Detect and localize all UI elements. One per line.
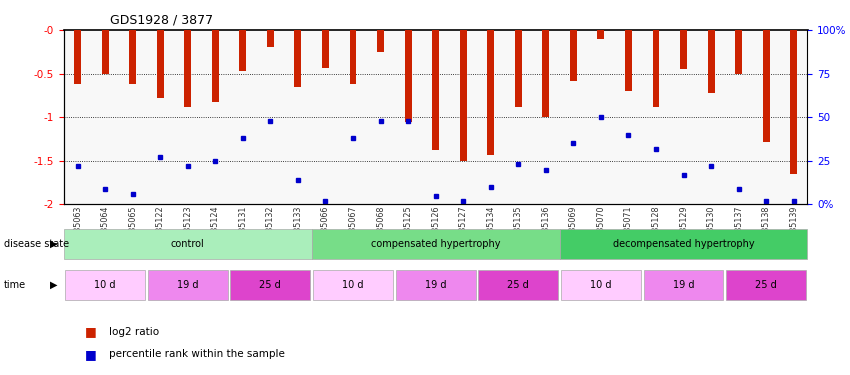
Bar	[762, 30, 769, 142]
Bar	[680, 30, 687, 69]
Bar	[102, 30, 109, 74]
Text: 19 d: 19 d	[177, 280, 198, 290]
Text: 25 d: 25 d	[756, 280, 777, 290]
Text: decompensated hypertrophy: decompensated hypertrophy	[613, 239, 754, 249]
Bar	[735, 30, 742, 74]
Bar	[267, 30, 274, 48]
Bar	[598, 30, 604, 39]
Bar	[708, 30, 715, 93]
Bar	[64, 228, 312, 259]
Text: 10 d: 10 d	[94, 280, 116, 290]
Bar	[570, 30, 577, 81]
Bar	[349, 30, 356, 84]
Bar	[653, 30, 660, 107]
Bar	[129, 30, 136, 84]
Bar	[65, 270, 145, 300]
Bar	[74, 30, 81, 84]
Text: time: time	[4, 280, 26, 290]
Bar	[542, 30, 549, 117]
Bar	[240, 30, 246, 71]
Text: ▶: ▶	[50, 280, 58, 290]
Text: 10 d: 10 d	[343, 280, 364, 290]
Bar	[184, 30, 191, 107]
Bar	[156, 30, 163, 98]
Text: compensated hypertrophy: compensated hypertrophy	[371, 239, 501, 249]
Text: disease state: disease state	[4, 239, 70, 249]
Bar	[230, 270, 310, 300]
Bar	[460, 30, 467, 161]
Bar	[643, 270, 723, 300]
Bar	[212, 30, 218, 102]
Bar	[487, 30, 494, 154]
Bar	[405, 30, 411, 122]
Bar	[515, 30, 522, 107]
Text: ■: ■	[85, 326, 97, 338]
Bar	[790, 30, 797, 174]
Bar	[726, 270, 806, 300]
Bar	[148, 270, 228, 300]
Text: GDS1928 / 3877: GDS1928 / 3877	[110, 13, 213, 26]
Text: ▶: ▶	[50, 239, 58, 249]
Bar	[312, 228, 559, 259]
Bar	[625, 30, 632, 91]
Text: 25 d: 25 d	[507, 280, 530, 290]
Bar	[377, 30, 384, 52]
Bar	[432, 30, 439, 150]
Bar	[313, 270, 393, 300]
Text: 19 d: 19 d	[673, 280, 694, 290]
Bar	[322, 30, 329, 68]
Bar	[561, 270, 641, 300]
Bar	[294, 30, 302, 87]
Bar	[559, 228, 808, 259]
Text: 25 d: 25 d	[259, 280, 281, 290]
Text: control: control	[171, 239, 205, 249]
Bar	[396, 270, 475, 300]
Text: percentile rank within the sample: percentile rank within the sample	[109, 350, 285, 359]
Text: log2 ratio: log2 ratio	[109, 327, 159, 337]
Text: 10 d: 10 d	[590, 280, 612, 290]
Bar	[479, 270, 558, 300]
Text: ■: ■	[85, 348, 97, 361]
Text: 19 d: 19 d	[425, 280, 446, 290]
